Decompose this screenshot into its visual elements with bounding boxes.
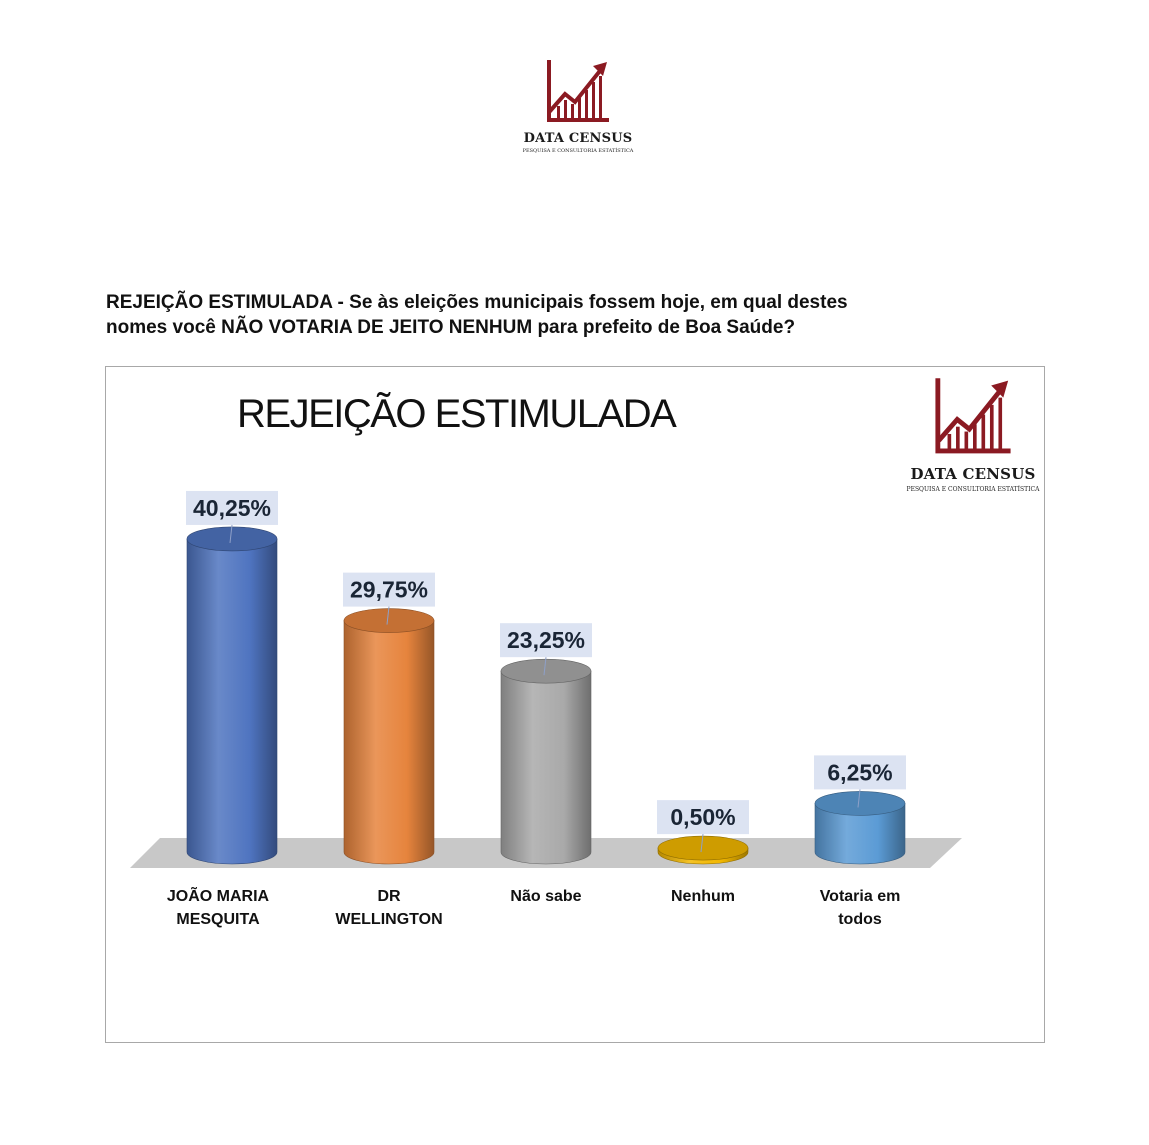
data-label-3: 0,50% <box>657 800 749 853</box>
data-label-0: 40,25% <box>186 490 278 543</box>
category-label-0: JOÃO MARIA MESQUITA <box>166 888 270 928</box>
logo-brand: DATA CENSUS <box>523 131 633 146</box>
category-label-2: Não sabe <box>510 888 582 905</box>
header-logo: DATA CENSUS Pesquisa e Consultoria Estat… <box>488 60 668 154</box>
chart-logo-brand: DATA CENSUS <box>910 465 1036 483</box>
svg-text:6,25%: 6,25% <box>827 759 892 785</box>
bar-4 <box>814 791 906 865</box>
question-line-1: REJEIÇÃO ESTIMULADA - Se às eleições mun… <box>106 292 848 313</box>
rising-bar-chart-arrow-icon <box>935 378 1011 454</box>
bar-1 <box>343 608 435 865</box>
data-label-4: 6,25% <box>814 755 906 808</box>
chart-logo: DATA CENSUS Pesquisa e Consultoria Estat… <box>900 378 1046 493</box>
survey-question: REJEIÇÃO ESTIMULADA - Se às eleições mun… <box>106 290 1006 340</box>
svg-text:29,75%: 29,75% <box>350 577 428 603</box>
svg-text:23,25%: 23,25% <box>507 627 585 653</box>
category-label-4: Votaria em todos <box>819 888 901 928</box>
logo-tagline: Pesquisa e Consultoria Estatística <box>522 148 634 154</box>
bar-3 <box>657 835 749 865</box>
chart-title: REJEIÇÃO ESTIMULADA <box>237 392 677 436</box>
chart-frame <box>105 366 1045 1043</box>
rising-bar-chart-arrow-icon <box>547 60 609 122</box>
category-label-3: Nenhum <box>671 888 735 905</box>
data-label-2: 23,25% <box>500 623 592 676</box>
svg-text:0,50%: 0,50% <box>670 804 735 830</box>
chart-logo-tagline: Pesquisa e Consultoria Estatística <box>906 486 1040 493</box>
category-label-1: DR WELLINGTON <box>335 888 443 928</box>
bar-0 <box>186 526 278 865</box>
question-line-2: nomes você NÃO VOTARIA DE JEITO NENHUM p… <box>106 317 796 338</box>
data-label-1: 29,75% <box>343 572 435 625</box>
bar-2 <box>500 658 592 865</box>
svg-text:40,25%: 40,25% <box>193 495 271 521</box>
